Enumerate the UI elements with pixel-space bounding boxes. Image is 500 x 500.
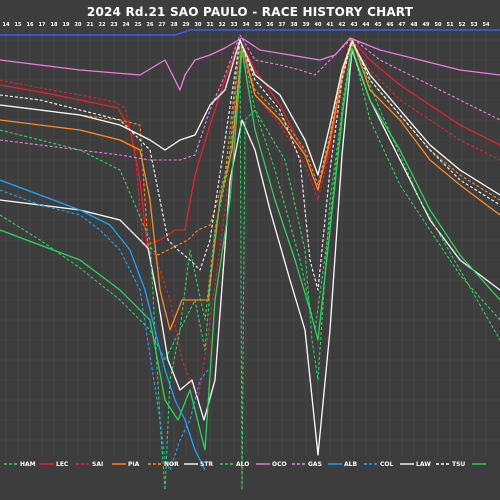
legend-label-lec: LEC xyxy=(56,461,69,468)
series-line-sai xyxy=(0,41,500,401)
series-line-str xyxy=(0,49,500,456)
lap-tick-label: 33 xyxy=(231,22,238,28)
series-line-ham xyxy=(0,44,500,361)
lap-tick-label: 25 xyxy=(135,22,142,28)
lap-tick-label: 52 xyxy=(459,22,466,28)
lap-tick-label: 39 xyxy=(303,22,310,28)
lap-tick-label: 42 xyxy=(339,22,346,28)
lap-tick-label: 48 xyxy=(411,22,418,28)
series-line-nor xyxy=(0,37,500,256)
lap-tick-label: 14 xyxy=(3,22,10,28)
lap-tick-label: 40 xyxy=(315,22,322,28)
lap-tick-label: 47 xyxy=(399,22,406,28)
lap-tick-label: 37 xyxy=(279,22,286,28)
lap-tick-label: 18 xyxy=(51,22,58,28)
legend-label-tsu: TSU xyxy=(452,461,465,468)
lap-tick-label: 35 xyxy=(255,22,262,28)
series-line-pia xyxy=(0,39,500,331)
lap-tick-label: 22 xyxy=(99,22,106,28)
legend-label-nor: NOR xyxy=(164,461,179,468)
series-line-unlabeled xyxy=(0,47,500,451)
lap-tick-label: 38 xyxy=(291,22,298,28)
chart-title: 2024 Rd.21 SAO PAULO - RACE HISTORY CHAR… xyxy=(86,5,414,19)
lap-tick-label: 17 xyxy=(39,22,46,28)
lap-tick-label: 44 xyxy=(363,22,370,28)
lap-tick-label: 49 xyxy=(423,22,430,28)
legend-label-sai: SAI xyxy=(92,461,103,468)
lap-tick-label: 32 xyxy=(219,22,226,28)
lap-tick-label: 30 xyxy=(195,22,202,28)
lap-tick-label: 20 xyxy=(75,22,82,28)
legend-label-pia: PIA xyxy=(128,461,140,468)
series-line-lec xyxy=(0,39,500,246)
lap-tick-label: 51 xyxy=(447,22,454,28)
series-line-law xyxy=(0,39,500,196)
lap-tick-label: 26 xyxy=(147,22,154,28)
lap-tick-label: 45 xyxy=(375,22,382,28)
legend-label-alo: ALO xyxy=(236,461,249,468)
legend-label-alb: ALB xyxy=(344,461,357,468)
lap-tick-label: 29 xyxy=(183,22,190,28)
lap-tick-label: 34 xyxy=(243,22,250,28)
legend-label-ham: HAM xyxy=(20,461,36,468)
legend-label-gas: GAS xyxy=(308,461,322,468)
lap-tick-label: 21 xyxy=(87,22,94,28)
series-line-alb xyxy=(0,179,206,471)
lap-tick-label: 50 xyxy=(435,22,442,28)
legend-label-oco: OCO xyxy=(272,461,287,468)
lap-tick-label: 54 xyxy=(483,22,490,28)
lap-tick-label: 28 xyxy=(171,22,178,28)
lap-tick-label: 24 xyxy=(123,22,130,28)
legend-label-str: STR xyxy=(200,461,213,468)
lap-tick-label: 41 xyxy=(327,22,334,28)
lap-tick-label: 36 xyxy=(267,22,274,28)
lap-tick-label: 15 xyxy=(15,22,22,28)
series-line-col xyxy=(0,189,209,471)
series-line-gas xyxy=(0,34,500,161)
series-line-oco xyxy=(0,37,500,91)
lap-tick-label: 27 xyxy=(159,22,166,28)
legend-label-col: COL xyxy=(380,461,394,468)
lap-tick-label: 31 xyxy=(207,22,214,28)
series-line-alo xyxy=(0,39,500,491)
lap-tick-label: 16 xyxy=(27,22,34,28)
lap-tick-label: 53 xyxy=(471,22,478,28)
legend-label-law: LAW xyxy=(416,461,431,468)
lap-tick-label: 23 xyxy=(111,22,118,28)
lap-tick-label: 43 xyxy=(351,22,358,28)
series-line-tsu xyxy=(0,39,500,291)
lap-tick-label: 46 xyxy=(387,22,394,28)
leader-line xyxy=(0,29,500,36)
lap-tick-label: 19 xyxy=(63,22,70,28)
